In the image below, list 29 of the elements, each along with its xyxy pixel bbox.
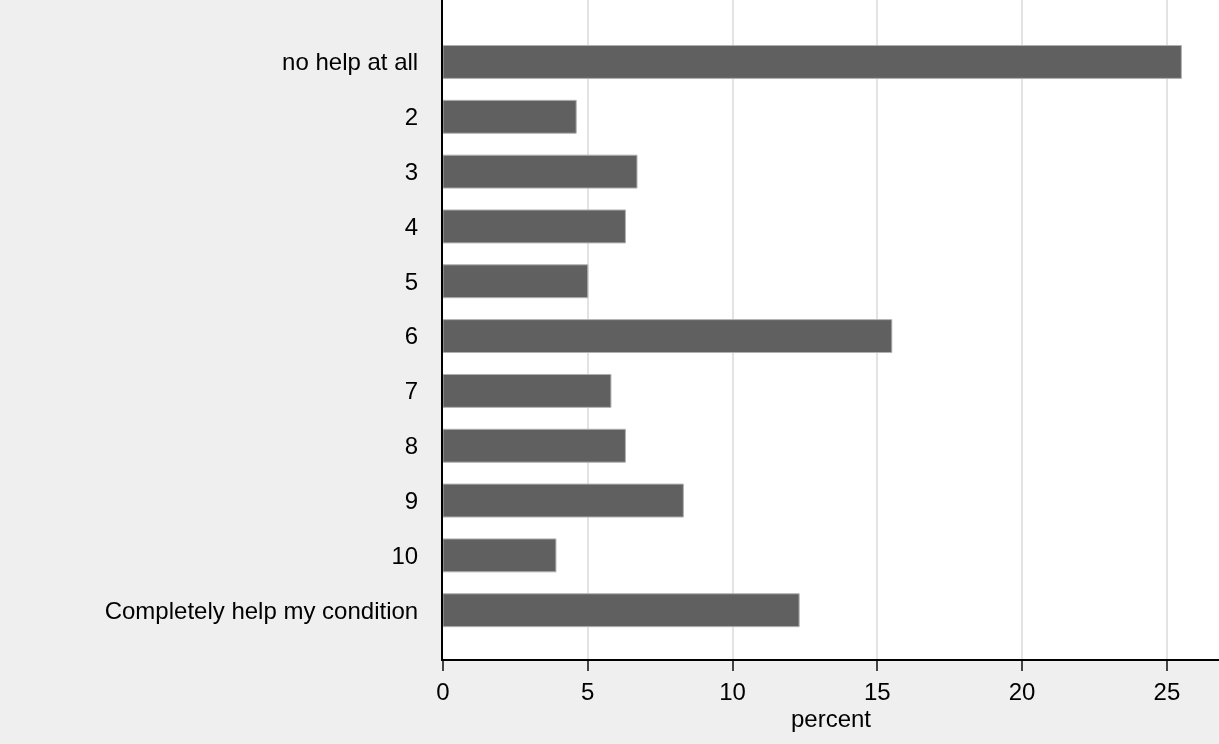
y-tick-label: no help at all: [282, 48, 419, 76]
x-axis-title: percent: [790, 704, 872, 732]
x-tick-label: 10: [719, 677, 746, 705]
y-tick-label: 5: [404, 267, 419, 295]
y-tick-label: 2: [404, 103, 419, 131]
y-tick-label: Completely help my condition: [104, 596, 419, 624]
y-tick-label: 10: [391, 541, 419, 569]
x-tick-label: 5: [581, 677, 595, 705]
y-tick-label: 7: [404, 377, 419, 405]
y-tick-label: 9: [404, 486, 419, 514]
bar: [443, 373, 612, 408]
bar: [443, 99, 577, 134]
y-tick-label: 6: [404, 322, 419, 350]
x-tick-label: 20: [1008, 677, 1036, 705]
x-tick-label: 15: [863, 677, 891, 705]
y-tick-label: 8: [404, 432, 419, 460]
x-tick-label: 25: [1153, 677, 1181, 705]
bar: [443, 483, 684, 518]
bar: [443, 538, 557, 573]
bar: [443, 154, 638, 189]
bar: [443, 45, 1182, 79]
bar: [443, 593, 800, 628]
y-tick-label: 4: [404, 212, 419, 240]
bar: [443, 428, 626, 463]
bar: [443, 209, 626, 244]
bar: [443, 319, 893, 354]
y-tick-label: 3: [404, 158, 419, 185]
bar: [443, 264, 589, 299]
x-tick-label: 0: [436, 677, 450, 705]
